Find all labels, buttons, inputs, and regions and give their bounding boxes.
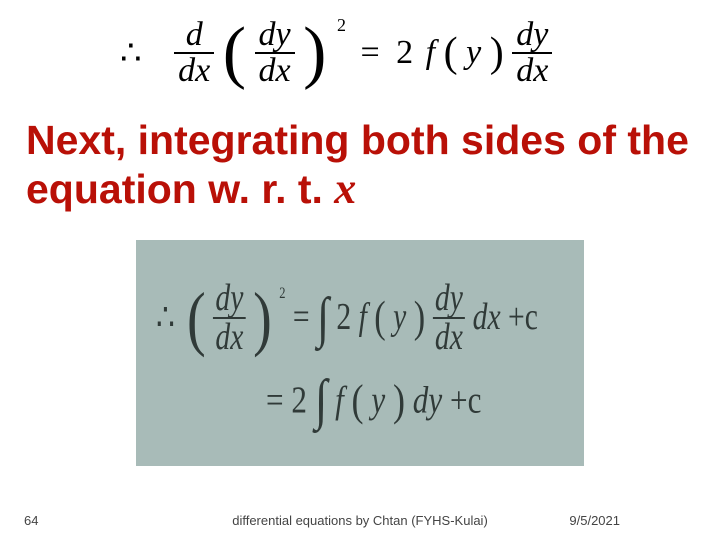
box-arg-lparen: ( xyxy=(374,293,385,342)
page-number: 64 xyxy=(24,513,38,528)
therefore-symbol: ∴ xyxy=(120,35,142,72)
box-frac1-den: dx xyxy=(213,319,246,355)
rhs-arg: y xyxy=(466,34,481,71)
box-rparen: ) xyxy=(253,288,272,348)
footer-date: 9/5/2021 xyxy=(569,513,620,528)
box-coeff: 2 xyxy=(336,297,351,339)
left-paren: ( xyxy=(223,18,246,88)
box-frac2-den: dx xyxy=(433,319,466,355)
box-lparen: ( xyxy=(187,288,206,348)
box2-plus-c: +c xyxy=(450,379,481,421)
box-power: 2 xyxy=(279,285,285,302)
box-arg: y xyxy=(393,297,406,339)
equation-box: ∴ ( dy dx ) 2 = ∫ 2 f ( y ) dy dx dx +c … xyxy=(136,240,584,466)
box-func: f xyxy=(359,297,367,339)
box-frac1-num: dy xyxy=(213,280,246,318)
box2-func: f xyxy=(335,379,344,421)
rhs-fraction: dy dx xyxy=(512,18,552,88)
rhs-frac-den: dx xyxy=(512,54,552,88)
inner-frac-den: dx xyxy=(255,54,295,88)
heading-text: Next, integrating both sides of the equa… xyxy=(26,117,689,212)
box2-arg-lparen: ( xyxy=(352,376,364,425)
box-frac-2: dy dx xyxy=(433,280,466,354)
rhs-func: f xyxy=(426,34,435,71)
rhs-rparen: ) xyxy=(490,30,504,76)
box2-equals: = xyxy=(266,379,284,421)
box-dx: dx xyxy=(473,297,501,339)
box2-dy: dy xyxy=(413,379,442,421)
inner-fraction: dy dx xyxy=(255,18,295,88)
footer-title: differential equations by Chtan (FYHS-Ku… xyxy=(232,513,488,528)
integral-symbol-2: ∫ xyxy=(315,380,328,420)
rhs-lparen: ( xyxy=(444,30,458,76)
footer: 64 differential equations by Chtan (FYHS… xyxy=(0,508,720,528)
box2-coeff: 2 xyxy=(291,379,307,421)
inner-frac-num: dy xyxy=(255,18,295,54)
power-two: 2 xyxy=(337,15,346,35)
outer-fraction: d dx xyxy=(174,18,214,88)
equation-top: ∴ d dx ( dy dx ) 2 = 2 f ( y ) dy dx xyxy=(120,18,552,88)
box-frac2-num: dy xyxy=(433,280,466,318)
rhs-coeff: 2 xyxy=(396,34,413,71)
box-arg-rparen: ) xyxy=(414,293,425,342)
rhs-frac-num: dy xyxy=(512,18,552,54)
box2-arg: y xyxy=(371,379,385,421)
outer-frac-den: dx xyxy=(174,54,214,88)
heading: Next, integrating both sides of the equa… xyxy=(26,118,694,213)
box-frac-1: dy dx xyxy=(213,280,246,354)
equals-sign: = xyxy=(360,34,379,71)
right-paren: ) xyxy=(303,18,326,88)
therefore-symbol-2: ∴ xyxy=(156,297,175,339)
box2-arg-rparen: ) xyxy=(393,376,405,425)
integral-symbol: ∫ xyxy=(317,298,329,338)
equation-box-row-2: = 2 ∫ f ( y ) dy +c xyxy=(266,375,481,426)
box-plus-c: +c xyxy=(508,297,538,339)
paren-group: ( dy dx ) 2 xyxy=(223,18,344,88)
outer-frac-num: d xyxy=(174,18,214,54)
equation-box-row-1: ∴ ( dy dx ) 2 = ∫ 2 f ( y ) dy dx dx +c xyxy=(156,280,538,354)
box-equals: = xyxy=(293,297,310,339)
heading-variable: x xyxy=(334,164,356,213)
slide: ∴ d dx ( dy dx ) 2 = 2 f ( y ) dy dx Nex… xyxy=(0,0,720,540)
